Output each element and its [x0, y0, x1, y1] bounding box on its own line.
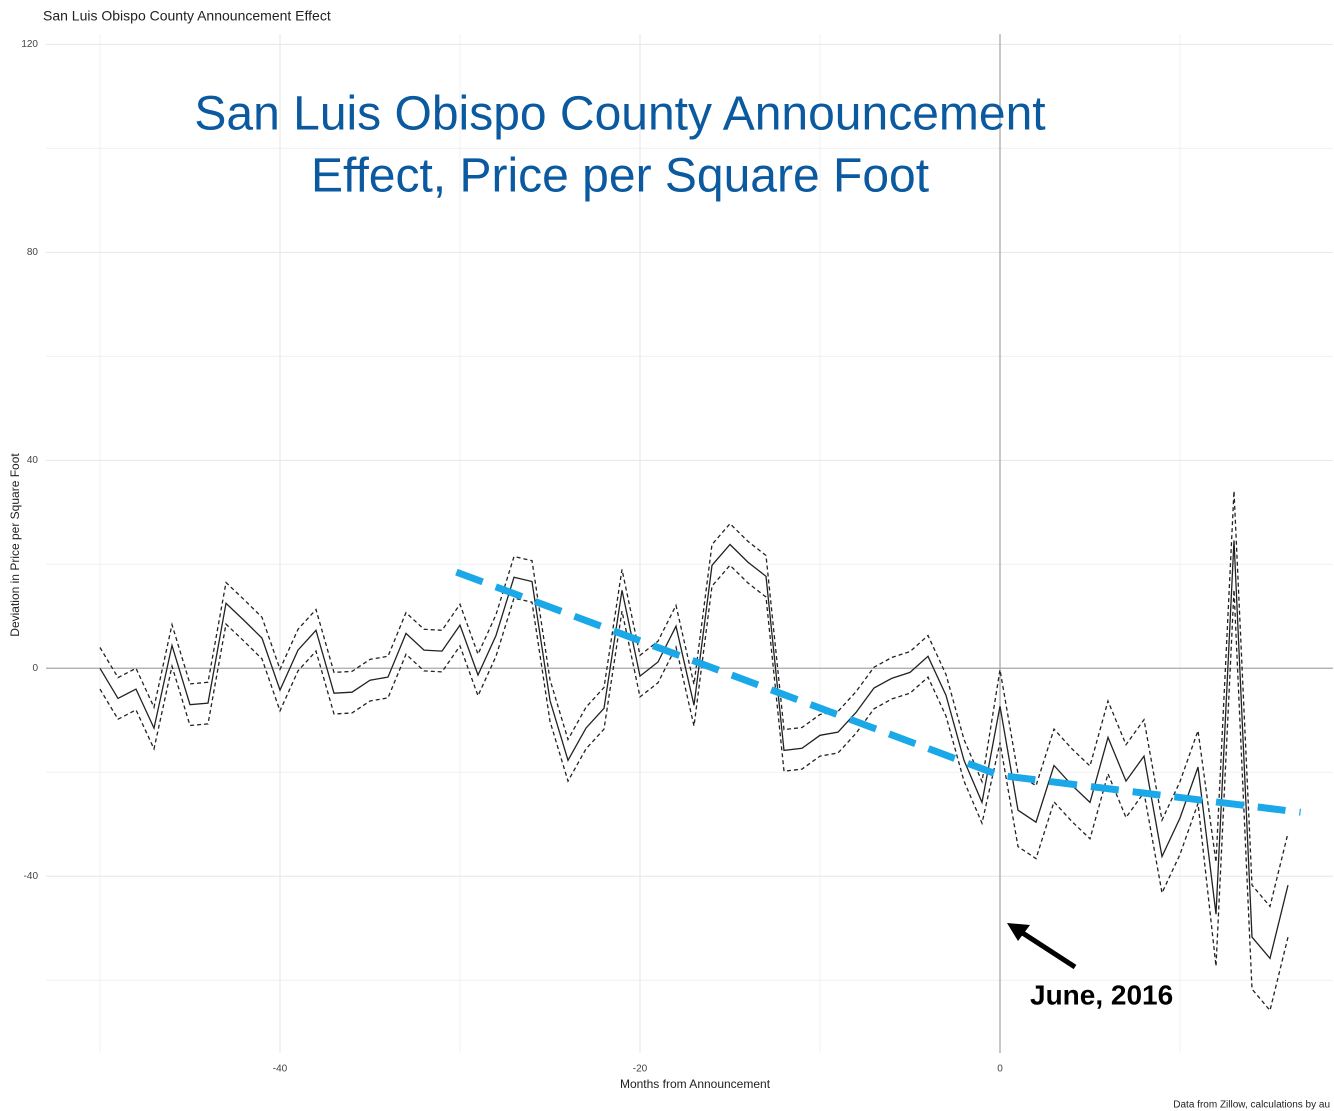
x-tick-label: -40 [273, 1064, 288, 1075]
y-tick-label: -40 [24, 871, 39, 882]
x-tick-label: 0 [997, 1064, 1003, 1075]
x-tick-label: -20 [633, 1064, 648, 1075]
caption: Data from Zillow, calculations by au [1173, 1100, 1330, 1111]
overlay-title: San Luis Obispo County Announcement [194, 88, 1045, 141]
y-axis-label: Deviation in Price per Square Foot [8, 453, 22, 637]
y-tick-label: 40 [27, 455, 39, 466]
x-axis-label: Months from Announcement [620, 1077, 771, 1091]
chart-title: San Luis Obispo County Announcement Effe… [43, 8, 331, 24]
y-tick-label: 0 [32, 663, 38, 674]
chart: San Luis Obispo County Announcement Effe… [0, 0, 1334, 1111]
interval-line [100, 491, 1288, 906]
y-tick-label: 80 [27, 247, 39, 258]
annotation-arrow [1018, 930, 1075, 967]
estimate-line [100, 540, 1288, 958]
page: {"chart_data": {"type": "line", "title":… [0, 0, 1334, 1111]
y-tick-label: 120 [21, 39, 38, 50]
overlay-title: Effect, Price per Square Foot [311, 150, 929, 203]
trend-line [456, 572, 1300, 812]
annotation: June, 2016 [1030, 979, 1173, 1010]
